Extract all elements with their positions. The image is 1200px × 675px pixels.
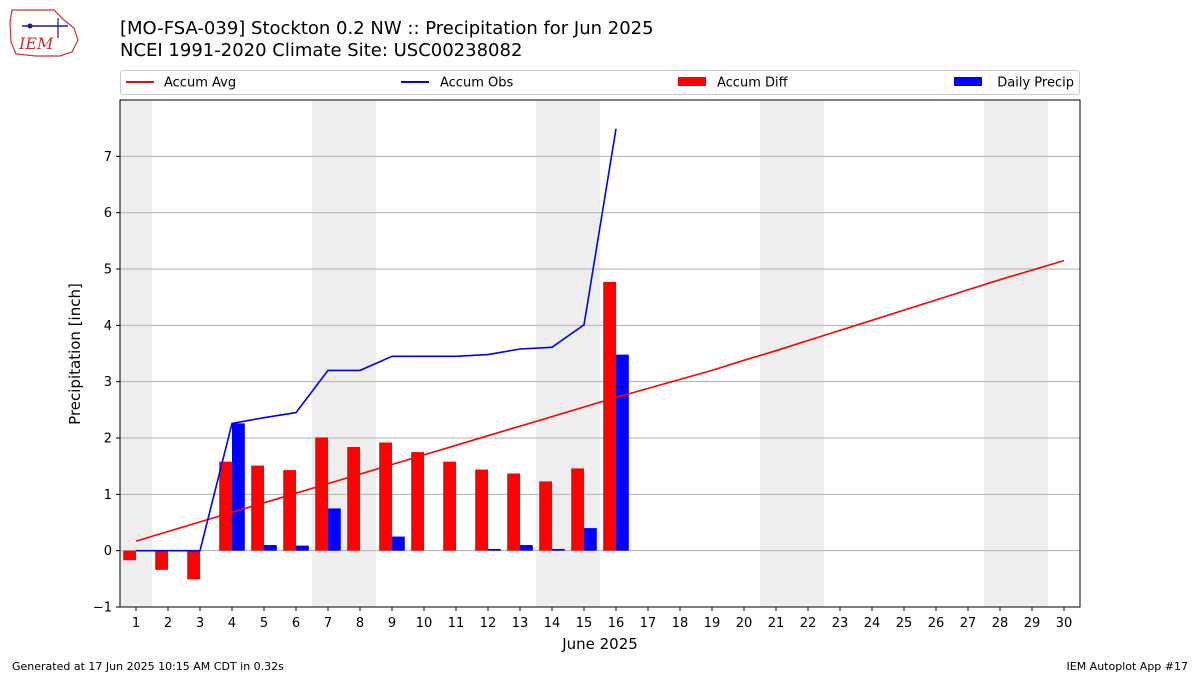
daily-precip-bar [264,545,277,551]
x-tick-label: 18 [672,616,689,631]
legend-accum-obs: Accum Obs [401,76,513,91]
daily-precip-bar [488,548,501,551]
x-tick-label: 27 [960,616,977,631]
daily-precip-bar [232,423,245,551]
accum-diff-bar [539,481,552,551]
x-tick-label: 23 [832,616,849,631]
accum-diff-bar [187,550,200,580]
x-tick-label: 2 [164,616,172,631]
x-tick-label: 7 [324,616,332,631]
accum-diff-bar [347,447,360,551]
y-tick-label: 7 [104,150,112,165]
legend-label: Accum Obs [440,76,513,91]
x-tick-label: 28 [992,616,1009,631]
legend-accum-diff: Accum Diff [678,76,789,91]
logo-text: IEM [18,34,54,53]
x-axis-label: June 2025 [561,635,638,653]
y-tick-label: 3 [104,375,112,390]
iem-logo: IEM [9,9,79,57]
plot-frame [119,99,1081,608]
y-axis: −1 0 1 2 3 4 5 6 7 [93,150,120,616]
accum-diff-bar [475,469,488,551]
x-tick-label: 16 [608,616,625,631]
accum-diff-bar [283,470,296,551]
x-tick-label: 8 [356,616,364,631]
x-tick-label: 6 [292,616,300,631]
accum-diff-bar [443,461,456,551]
line-series [135,128,1065,552]
generated-timestamp: Generated at 17 Jun 2025 10:15 AM CDT in… [12,660,284,673]
accum-diff-bar [379,442,392,551]
x-tick-label: 9 [388,616,396,631]
legend-label: Accum Diff [717,76,789,91]
x-tick-label: 26 [928,616,945,631]
y-tick-label: −1 [93,601,112,616]
legend-swatch-bar [678,77,706,86]
y-tick-label: 4 [104,319,112,334]
legend-label: Daily Precip [997,76,1074,91]
bar-series [123,281,629,580]
legend-box [120,70,1080,95]
legend-accum-avg: Accum Avg [126,76,236,91]
y-tick-label: 6 [104,206,112,221]
accum-diff-bar [123,550,136,561]
weekend-band [760,100,824,607]
x-tick-label: 11 [448,616,465,631]
x-tick-label: 21 [768,616,785,631]
accum-diff-bar [315,437,328,551]
x-axis: 1 2 3 4 5 6 7 8 9 10 11 12 13 14 15 16 17 18 19 20 21 22 23 24 2… [132,607,1072,631]
x-tick-label: 13 [512,616,529,631]
accum-diff-bar [603,281,616,551]
x-tick-label: 30 [1056,616,1073,631]
x-tick-label: 1 [132,616,140,631]
x-tick-label: 12 [480,616,497,631]
accum-diff-bar [411,452,424,551]
weekend-bands [120,100,1048,607]
x-tick-label: 10 [416,616,433,631]
accum-diff-bar [155,550,168,570]
legend-daily-precip: Daily Precip [954,76,1074,91]
chart-title: [MO-FSA-039] Stockton 0.2 NW :: Precipit… [120,18,654,39]
y-tick-label: 5 [104,263,112,278]
x-tick-label: 22 [800,616,817,631]
legend-label: Accum Avg [164,76,236,91]
accum-diff-bar [507,473,520,551]
daily-precip-bar [296,545,309,551]
daily-precip-bar [616,354,629,551]
x-tick-label: 20 [736,616,753,631]
y-axis-label: Precipitation [inch] [66,283,84,425]
x-tick-label: 24 [864,616,881,631]
weekend-band [120,100,152,607]
accum-avg-line [135,259,1065,542]
x-tick-label: 5 [260,616,268,631]
x-tick-label: 4 [228,616,236,631]
app-id: IEM Autoplot App #17 [1066,660,1189,673]
chart-subtitle: NCEI 1991-2020 Climate Site: USC00238082 [120,40,523,61]
x-tick-label: 15 [576,616,593,631]
daily-precip-bar [552,548,565,551]
y-tick-label: 0 [104,544,112,559]
x-tick-label: 19 [704,616,721,631]
daily-precip-bar [520,545,533,551]
x-tick-label: 14 [544,616,561,631]
daily-precip-bar [392,536,405,551]
accum-diff-bar [251,465,264,551]
accum-diff-bar [219,461,232,551]
legend-swatch-bar [954,77,982,86]
y-tick-label: 1 [104,488,112,503]
x-tick-label: 25 [896,616,913,631]
y-tick-label: 2 [104,432,112,447]
weekend-band [984,100,1048,607]
x-tick-label: 3 [196,616,204,631]
legend: Accum Avg Accum Obs Accum Diff Daily Precip [120,70,1080,95]
accum-obs-line [136,128,617,552]
x-tick-label: 17 [640,616,657,631]
daily-precip-bar [328,508,341,551]
accum-diff-bar [571,468,584,551]
x-tick-label: 29 [1024,616,1041,631]
daily-precip-bar [584,528,597,551]
